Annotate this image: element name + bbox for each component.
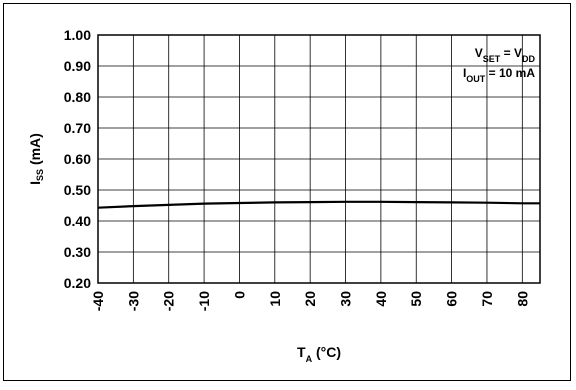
y-tick-label: 0.70 — [64, 120, 91, 136]
y-tick-label: 0.80 — [64, 89, 91, 105]
x-tick-labels: -40 -30 -20 -10 0 10 20 30 40 50 60 70 80 — [90, 291, 530, 311]
x-tick-label: 0 — [231, 291, 247, 299]
x-tick-label: -20 — [161, 291, 177, 311]
x-tick-label: -40 — [90, 291, 106, 311]
y-tick-label: 0.20 — [64, 275, 91, 291]
label-subscript: OUT — [466, 74, 486, 84]
plot-border — [97, 34, 541, 284]
x-tick-label: -30 — [125, 291, 141, 311]
y-tick-label: 1.00 — [64, 27, 91, 43]
y-tick-label: 0.50 — [64, 182, 91, 198]
annotation-line: IOUT = 10 mA — [463, 66, 535, 84]
conditions-annotation: VSET = VDD IOUT = 10 mA — [463, 46, 536, 84]
x-tick-label: 10 — [267, 291, 283, 307]
y-axis-label: ISS (mA) — [27, 133, 45, 185]
y-tick-label: 0.60 — [64, 151, 91, 167]
y-tick-label: 0.90 — [64, 58, 91, 74]
label-text: I — [27, 181, 43, 185]
plot-series — [97, 200, 540, 209]
x-tick-label: 50 — [408, 291, 424, 307]
x-axis-label: TA (°C) — [297, 344, 341, 364]
x-tick-label: 20 — [302, 291, 318, 307]
y-tick-labels: 0.20 0.30 0.40 0.50 0.60 0.70 0.80 0.90 1.00 — [64, 27, 91, 291]
x-tick-label: 80 — [514, 291, 530, 307]
y-tick-label: 0.40 — [64, 213, 91, 229]
x-tick-label: 40 — [373, 291, 389, 307]
y-tick-label: 0.30 — [64, 244, 91, 260]
x-tick-label: 30 — [338, 291, 354, 307]
x-tick-label: -10 — [196, 291, 212, 311]
label-subscript: SET — [483, 54, 501, 64]
label-subscript: SS — [35, 169, 45, 181]
label-text: V — [475, 46, 483, 60]
series-line — [97, 200, 540, 209]
label-text: I — [463, 66, 466, 80]
annotation-line: VSET = VDD — [475, 46, 536, 64]
label-subscript: A — [306, 354, 313, 364]
label-text: = V — [500, 46, 522, 60]
label-text: = 10 mA — [485, 66, 535, 80]
label-text: T — [297, 344, 306, 360]
label-text: (mA) — [27, 133, 43, 169]
x-tick-label: 70 — [479, 291, 495, 307]
x-tick-label: 60 — [444, 291, 460, 307]
label-text: (°C) — [312, 344, 341, 360]
label-subscript: DD — [522, 54, 535, 64]
